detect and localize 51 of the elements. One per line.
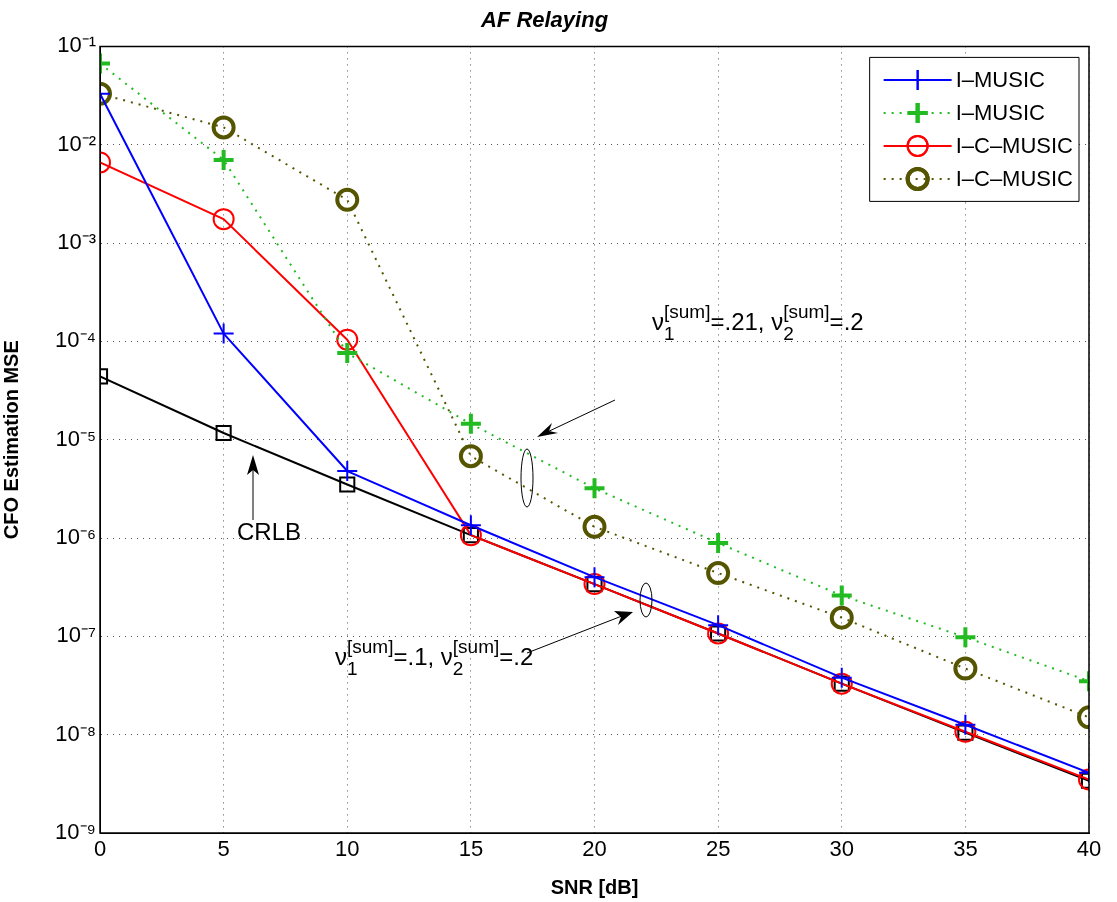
point <box>707 614 730 637</box>
point <box>829 583 854 608</box>
legend-label: I–MUSIC <box>955 99 1045 125</box>
y-tick-label: 10⁻⁶ <box>55 524 96 550</box>
point <box>953 625 978 650</box>
y-axis-title: CFO Estimation MSE <box>0 340 22 540</box>
y-tick-label: 10⁻⁹ <box>55 819 96 845</box>
point <box>335 187 360 212</box>
point <box>954 713 977 736</box>
point <box>706 531 731 555</box>
y-tick-label: 10⁻⁷ <box>56 622 97 648</box>
point <box>336 460 359 483</box>
point <box>335 341 360 366</box>
point <box>953 656 978 681</box>
point <box>582 514 607 539</box>
x-tick-label: 30 <box>829 836 854 862</box>
x-tick-label: 10 <box>335 836 360 862</box>
y-tick-label: 10⁻⁸ <box>55 720 96 746</box>
chart-title: AF Relaying <box>479 7 609 33</box>
point <box>339 476 356 493</box>
point <box>830 666 853 689</box>
point <box>211 147 236 172</box>
point <box>829 605 854 630</box>
point <box>215 424 232 442</box>
y-tick-label: 10⁻⁴ <box>55 327 96 353</box>
x-tick-label: 0 <box>93 836 107 862</box>
point <box>582 476 607 501</box>
y-tick-label: 10⁻¹ <box>57 32 96 58</box>
x-tick-label: 20 <box>582 836 607 862</box>
annotation: CRLB <box>237 518 302 545</box>
x-tick-label: 5 <box>217 836 230 862</box>
point <box>459 514 482 537</box>
point <box>211 115 236 140</box>
y-tick-label: 10⁻² <box>57 130 96 156</box>
point <box>458 444 483 469</box>
point <box>336 328 359 351</box>
y-tick-label: 10⁻⁵ <box>55 425 96 451</box>
legend-label: I–MUSIC <box>955 66 1045 92</box>
y-tick-label: 10⁻³ <box>57 229 96 255</box>
x-tick-label: 15 <box>458 836 484 862</box>
point <box>212 208 235 231</box>
point <box>212 322 235 345</box>
legend-label: I–C–MUSIC <box>955 165 1074 191</box>
point <box>583 566 606 589</box>
point <box>458 411 483 436</box>
x-tick-label: 35 <box>953 836 978 862</box>
legend-label: I–C–MUSIC <box>955 132 1074 158</box>
x-tick-label: 25 <box>705 836 731 862</box>
x-axis-title: SNR [dB] <box>550 875 639 898</box>
point <box>706 561 731 586</box>
x-tick-label: 40 <box>1076 836 1102 862</box>
